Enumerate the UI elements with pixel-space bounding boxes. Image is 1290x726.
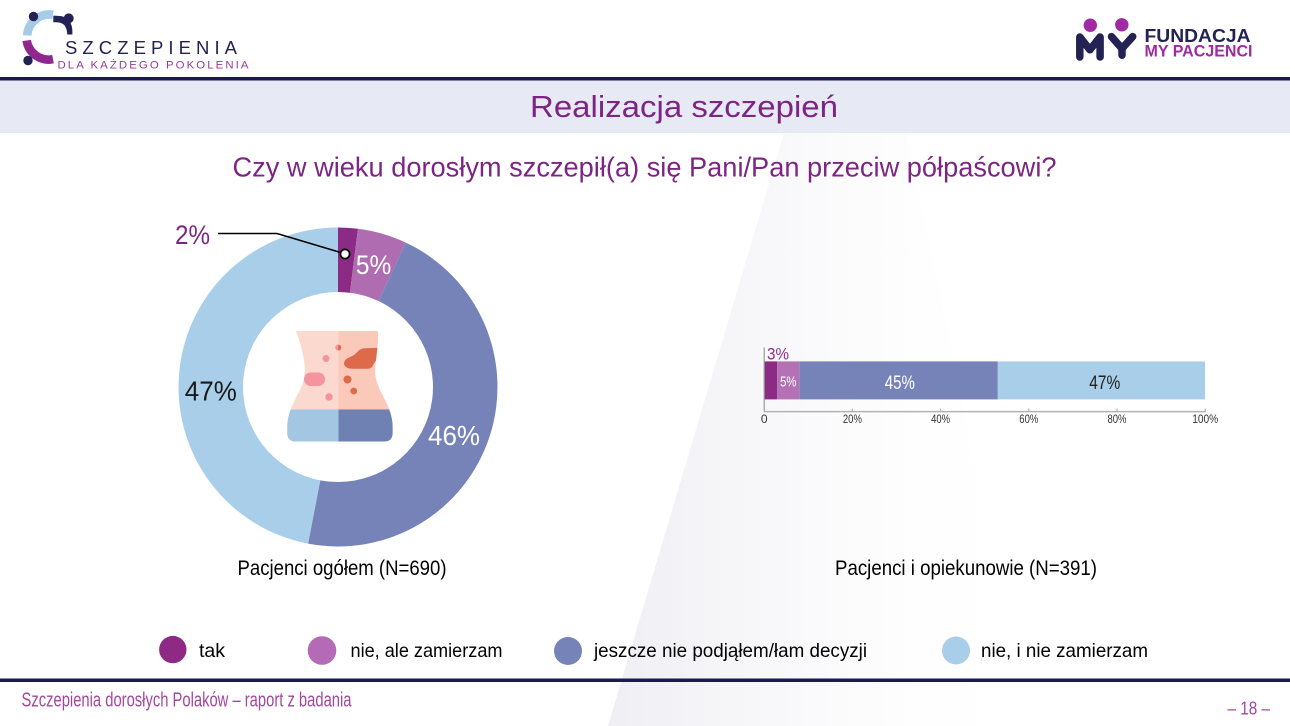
svg-text:Szczepienia dorosłych Polaków: Szczepienia dorosłych Polaków – raport z… — [22, 690, 353, 712]
svg-text:100%: 100% — [1192, 412, 1218, 426]
svg-text:20%: 20% — [843, 412, 862, 426]
svg-text:40%: 40% — [931, 412, 950, 426]
svg-text:Pacjenci i opiekunowie (N=391): Pacjenci i opiekunowie (N=391) — [835, 557, 1097, 580]
svg-text:FUNDACJA: FUNDACJA — [1145, 25, 1251, 46]
svg-text:46%: 46% — [428, 420, 480, 451]
svg-text:60%: 60% — [1019, 412, 1038, 426]
svg-text:47%: 47% — [185, 375, 237, 406]
svg-text:47%: 47% — [1089, 373, 1120, 394]
svg-text:2%: 2% — [175, 220, 210, 250]
svg-text:– 18 –: – 18 – — [1228, 699, 1271, 719]
svg-text:3%: 3% — [767, 345, 789, 364]
svg-text:Czy w wieku dorosłym szczepił(: Czy w wieku dorosłym szczepił(a) się Pan… — [233, 152, 1057, 183]
svg-text:45%: 45% — [885, 373, 915, 394]
svg-text:DLA KAŻDEGO POKOLENIA: DLA KAŻDEGO POKOLENIA — [58, 58, 249, 71]
svg-text:Pacjenci ogółem (N=690): Pacjenci ogółem (N=690) — [238, 557, 447, 580]
svg-text:5%: 5% — [780, 374, 796, 391]
svg-text:0: 0 — [761, 412, 768, 426]
svg-text:MY PACJENCI: MY PACJENCI — [1145, 43, 1253, 61]
svg-text:Realizacja szczepień: Realizacja szczepień — [530, 89, 838, 124]
svg-text:5%: 5% — [356, 250, 391, 280]
svg-text:tak: tak — [199, 640, 225, 662]
svg-text:80%: 80% — [1108, 412, 1127, 426]
svg-text:nie, ale zamierzam: nie, ale zamierzam — [351, 640, 503, 662]
svg-text:nie, i nie zamierzam: nie, i nie zamierzam — [981, 640, 1148, 662]
svg-text:SZCZEPIENIA: SZCZEPIENIA — [65, 37, 238, 58]
svg-text:jeszcze nie podjąłem/łam decyz: jeszcze nie podjąłem/łam decyzji — [593, 640, 867, 662]
